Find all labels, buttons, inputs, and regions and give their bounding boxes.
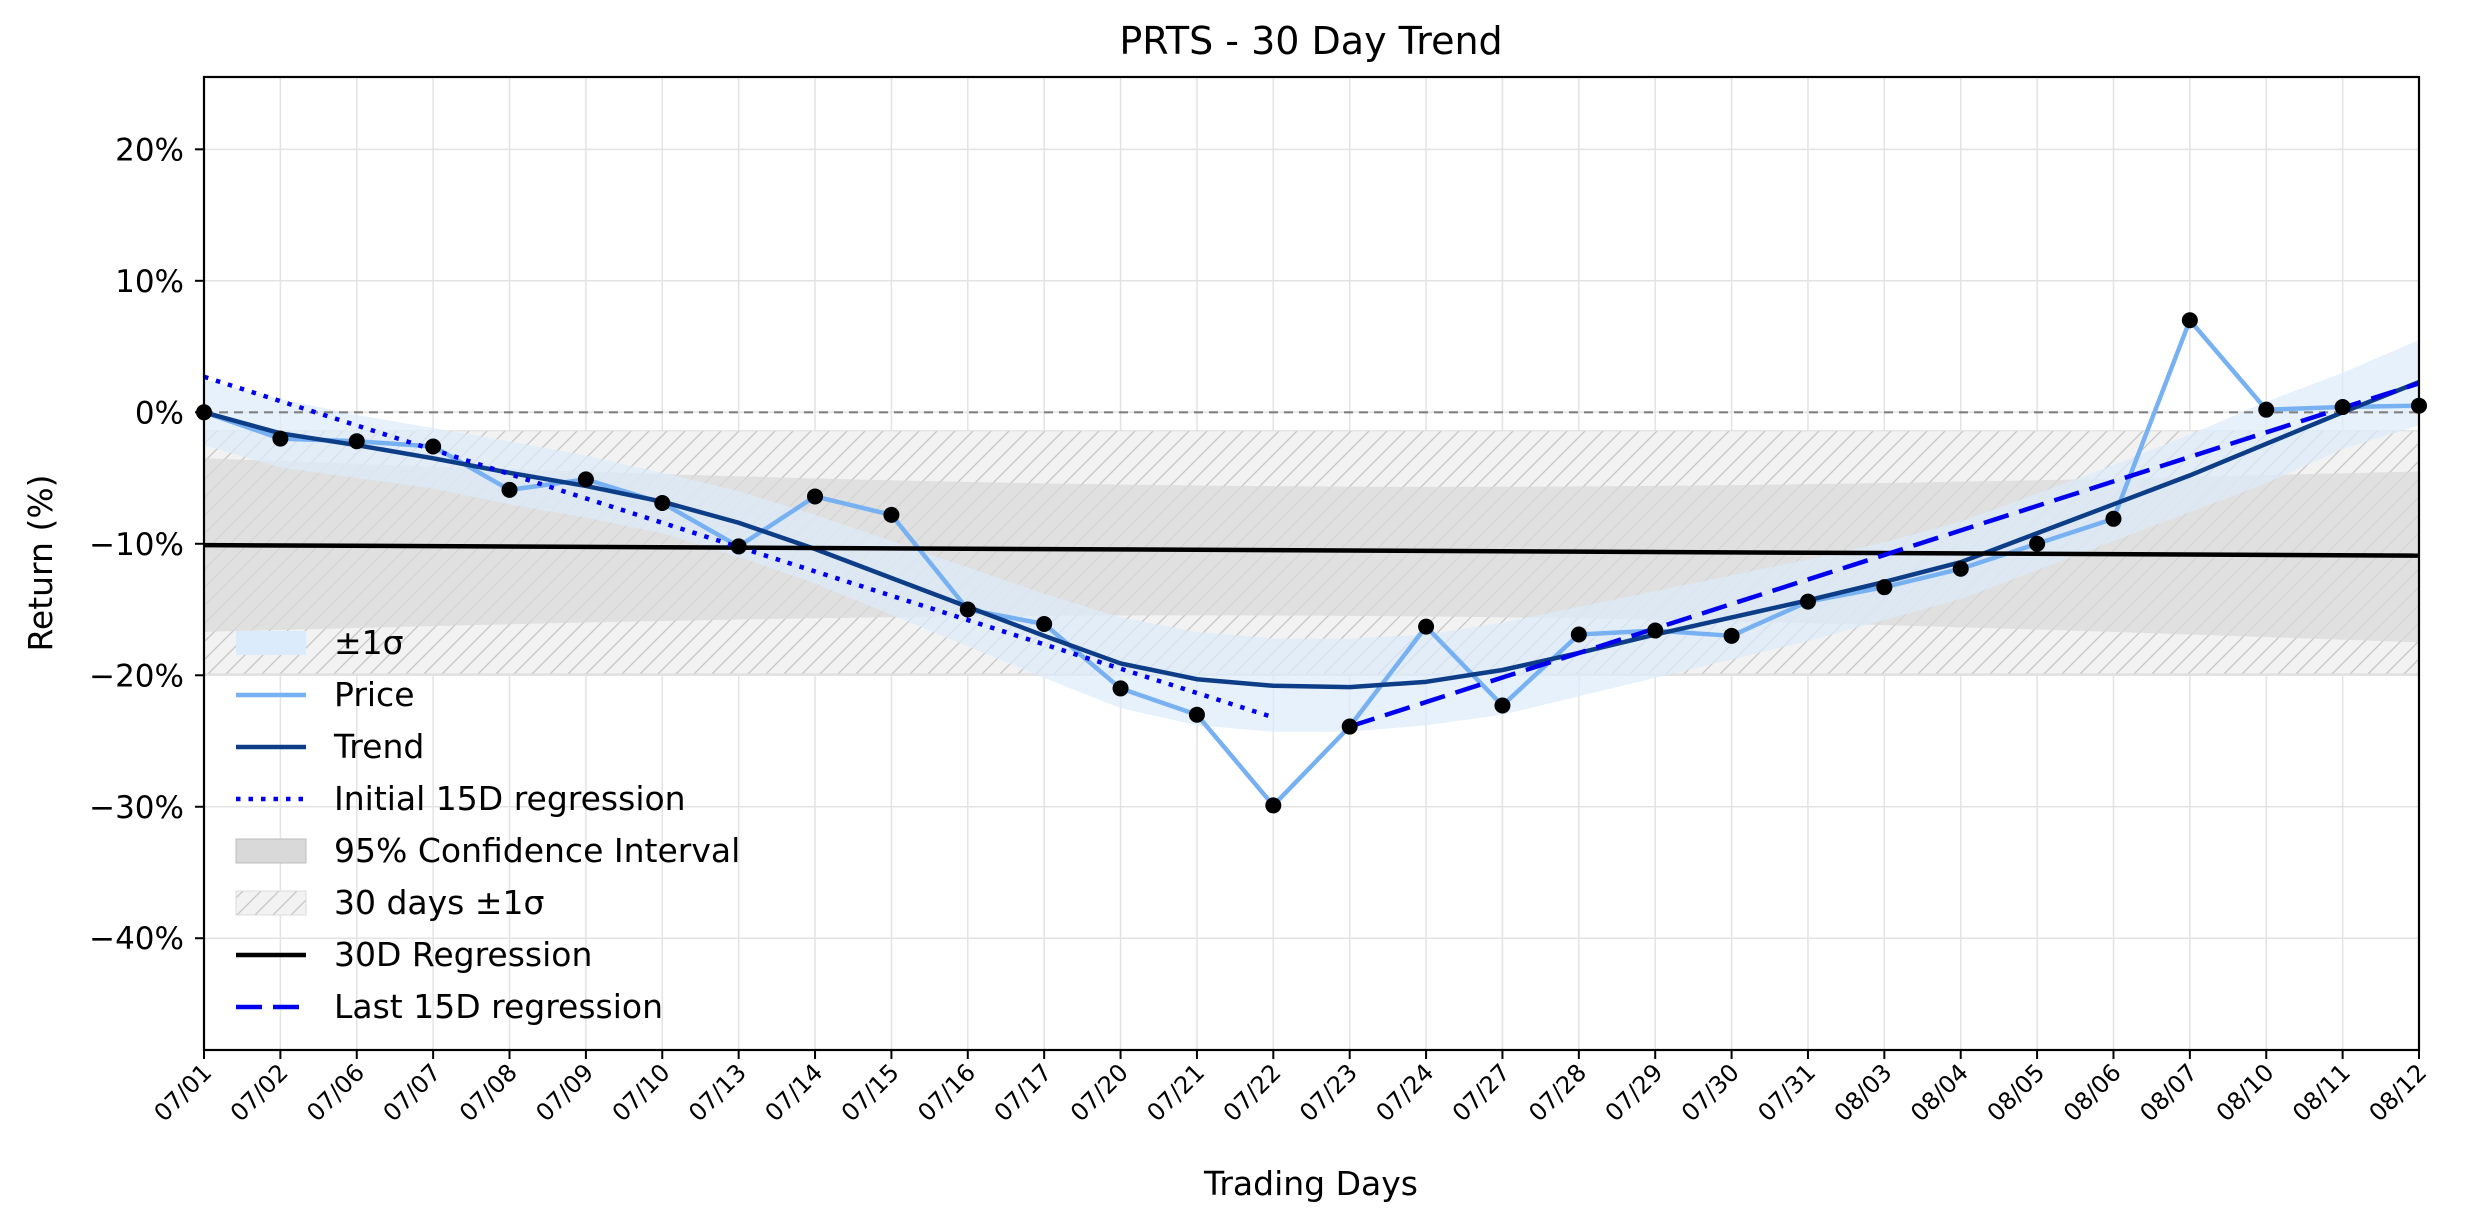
legend-entry: 95% Confidence Interval	[235, 831, 740, 870]
legend-swatch-hatch	[235, 890, 307, 916]
legend-entry: ±1σ	[236, 623, 404, 662]
price-point	[2334, 399, 2351, 416]
legend-entry: 30 days ±1σ	[235, 883, 544, 922]
legend-label: Last 15D regression	[334, 987, 663, 1026]
band-sigma	[204, 339, 2419, 732]
chart-title: PRTS - 30 Day Trend	[1119, 19, 1502, 63]
price-point	[1112, 680, 1129, 697]
legend-entry: 30D Regression	[236, 935, 592, 974]
y-tick-label: −40%	[89, 921, 184, 957]
y-tick-label: 0%	[135, 395, 184, 431]
legend-label: 30 days ±1σ	[334, 883, 544, 922]
price-line	[204, 318, 2419, 808]
price-point	[1570, 626, 1587, 643]
legend: ±1σ Price Trend Initial 15D regression 95% C…	[235, 623, 740, 1026]
price-point	[425, 438, 442, 455]
trend-line	[204, 379, 2419, 690]
price-point	[577, 471, 594, 488]
price-point	[1647, 622, 1664, 639]
price-point	[2181, 312, 2198, 329]
price-point	[2258, 401, 2275, 418]
y-tick-label: −30%	[89, 790, 184, 826]
y-tick-label: −10%	[89, 527, 184, 563]
price-point	[1799, 593, 1816, 610]
price-point	[501, 481, 518, 498]
price-point	[1723, 627, 1740, 644]
legend-label: 30D Regression	[334, 935, 592, 974]
price-point	[272, 430, 289, 447]
y-tick-label: 10%	[115, 264, 184, 300]
legend-swatch	[236, 631, 306, 655]
price-point	[654, 495, 671, 512]
y-tick-label: 20%	[115, 132, 184, 168]
price-point	[2105, 510, 2122, 527]
y-tick-label: −20%	[89, 658, 184, 694]
price-point	[1188, 706, 1205, 723]
price-point	[348, 433, 365, 450]
price-point	[959, 601, 976, 618]
series-lines	[204, 318, 2419, 808]
price-point	[883, 506, 900, 523]
legend-label: ±1σ	[334, 623, 404, 662]
price-point	[1265, 797, 1282, 814]
price-point	[1876, 579, 1893, 596]
legend-label: Initial 15D regression	[334, 779, 686, 818]
x-axis-label: Trading Days	[1203, 1164, 1418, 1203]
price-point	[807, 488, 824, 505]
legend-entry: Last 15D regression	[236, 987, 663, 1026]
last-15d-regression-line	[1349, 381, 2419, 729]
plot-frame	[202, 75, 2421, 1052]
legend-label: Price	[334, 675, 415, 714]
price-point	[1952, 560, 1969, 577]
legend-swatch	[235, 838, 307, 864]
price-point	[2029, 535, 2046, 552]
price-point	[1494, 697, 1511, 714]
y-axis-label: Return (%)	[21, 474, 60, 651]
legend-label: Trend	[333, 727, 424, 766]
legend-entry: Trend	[236, 727, 424, 766]
legend-label: 95% Confidence Interval	[334, 831, 740, 870]
price-point	[1418, 618, 1435, 635]
legend-entry: Price	[236, 675, 415, 714]
price-point	[1341, 718, 1358, 735]
30d-regression-line	[204, 542, 2419, 558]
legend-entry: Initial 15D regression	[236, 779, 686, 818]
price-point	[1036, 615, 1053, 632]
price-point	[730, 538, 747, 555]
y-axis-ticks: −40% −30% −20% −10% 0% 10% 20%	[89, 132, 204, 957]
